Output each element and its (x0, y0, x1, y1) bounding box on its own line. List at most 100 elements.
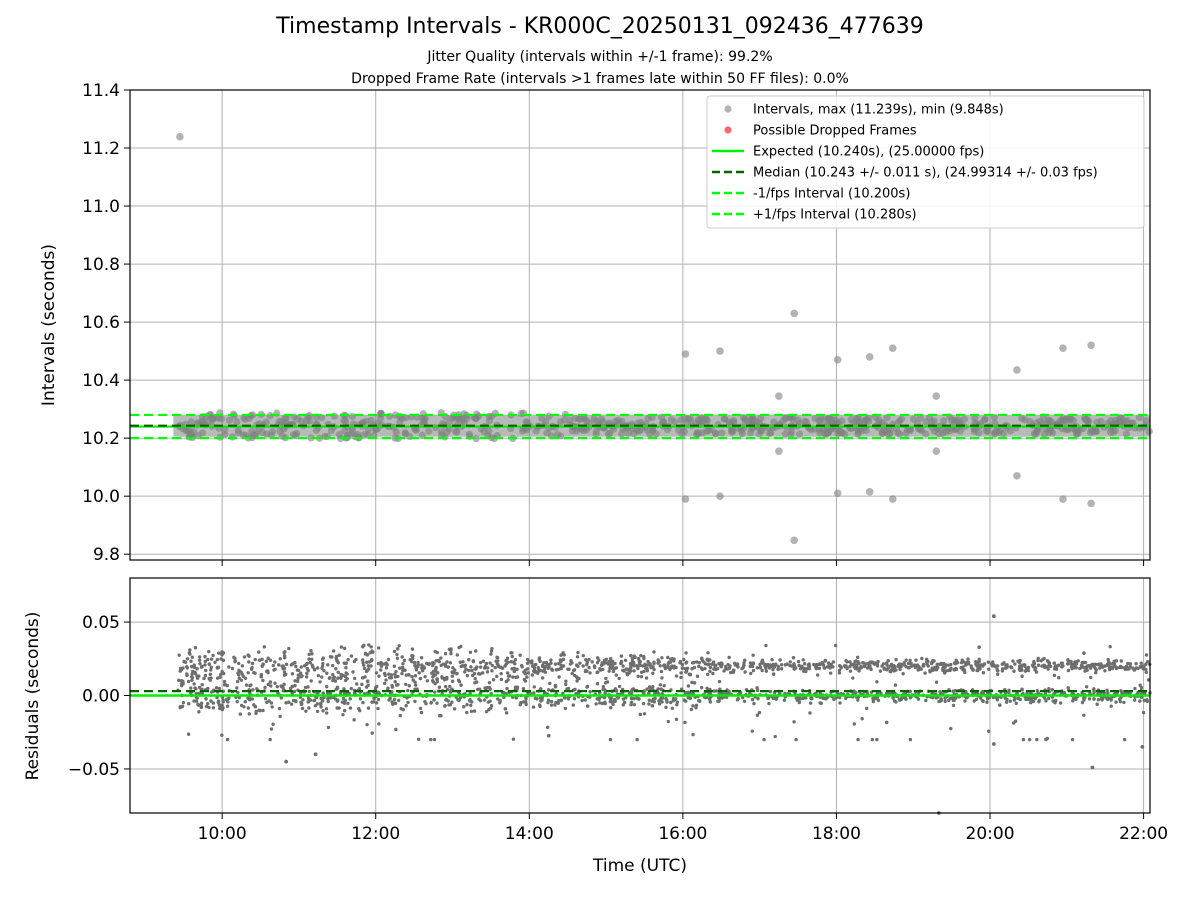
interval-point (194, 432, 202, 440)
residual-point (511, 737, 516, 741)
residual-point (727, 666, 732, 670)
residual-point (315, 709, 320, 714)
residual-point (361, 663, 366, 667)
residual-point (1090, 663, 1094, 667)
residual-point (852, 722, 857, 726)
residual-point (192, 682, 196, 686)
residual-point (178, 669, 182, 673)
residual-point (557, 675, 561, 679)
interval-point (880, 426, 888, 434)
residual-point (310, 657, 314, 661)
residual-point (342, 646, 347, 651)
residual-point (530, 664, 535, 668)
residual-point (1128, 662, 1133, 666)
interval-point (787, 428, 795, 436)
residual-point (892, 699, 897, 703)
residual-point (487, 681, 492, 685)
residual-point (185, 657, 190, 661)
residual-point (369, 645, 373, 649)
residual-point (818, 691, 822, 695)
residual-point (495, 674, 499, 679)
residual-point (333, 679, 338, 683)
residual-point (187, 702, 191, 706)
residual-point (488, 661, 492, 665)
residual-point (788, 660, 792, 664)
residual-point (568, 662, 573, 666)
residual-point (348, 706, 353, 710)
residual-point (371, 650, 375, 654)
residual-point (344, 666, 348, 670)
residual-point (674, 674, 679, 678)
residual-point (1026, 668, 1031, 673)
residual-point (629, 663, 633, 668)
residual-point (904, 658, 908, 662)
residual-point (464, 667, 468, 671)
residual-point (1066, 668, 1071, 673)
residual-point (760, 661, 765, 665)
residual-point (515, 667, 519, 672)
residual-point (689, 707, 694, 712)
residual-point (576, 650, 580, 655)
residual-point (396, 698, 401, 703)
interval-point (538, 414, 546, 422)
residual-point (691, 704, 695, 708)
residual-point (1045, 736, 1050, 741)
residuals-reference-lines (130, 689, 1150, 697)
residual-point (837, 668, 842, 673)
residual-point (1122, 737, 1127, 742)
residual-point (864, 662, 869, 666)
residual-point (216, 700, 220, 705)
residual-point (222, 679, 227, 684)
residual-point (1092, 690, 1096, 694)
residual-point (238, 712, 242, 716)
residual-point (525, 661, 530, 666)
residual-point (307, 652, 311, 657)
residual-point (578, 661, 582, 665)
residual-point (506, 660, 510, 664)
residual-point (1097, 691, 1102, 695)
legend-item: -1/fps Interval (10.200s) (712, 187, 910, 202)
residual-point (515, 675, 520, 679)
interval-point (624, 429, 632, 437)
residual-point (515, 685, 520, 689)
residual-point (220, 650, 224, 654)
residual-point (204, 697, 208, 701)
residual-point (537, 657, 541, 662)
intervals-ytick-label: 11.0 (82, 197, 120, 217)
residual-point (1071, 696, 1076, 701)
residual-point (590, 660, 594, 664)
residual-point (833, 643, 838, 648)
residual-point (469, 709, 474, 713)
legend-marker-red-dot (724, 126, 732, 134)
residual-point (294, 664, 298, 669)
residual-point (675, 703, 679, 707)
residual-point (770, 657, 774, 662)
residual-point (700, 656, 704, 661)
residual-point (246, 671, 250, 675)
residual-point (752, 701, 756, 706)
residual-point (711, 671, 715, 676)
interval-point (556, 418, 565, 426)
residual-point (688, 672, 693, 677)
residual-point (213, 660, 217, 665)
residual-point (792, 720, 796, 724)
residual-point (481, 659, 486, 663)
residual-point (875, 691, 880, 695)
residual-point (717, 696, 722, 701)
legend-label: Median (10.243 +/- 0.011 s), (24.99314 +… (753, 166, 1098, 181)
residual-point (611, 669, 616, 674)
residual-point (641, 664, 645, 668)
residual-point (652, 667, 656, 672)
interval-point (293, 429, 301, 437)
residual-point (850, 662, 854, 667)
interval-point (1036, 417, 1044, 426)
residual-point (299, 700, 303, 705)
interval-point (824, 428, 832, 437)
residual-point (691, 732, 695, 737)
residual-point (443, 664, 448, 668)
residual-point (331, 649, 336, 653)
residual-point (387, 698, 391, 702)
residual-point (384, 661, 388, 665)
residual-point (658, 664, 662, 668)
